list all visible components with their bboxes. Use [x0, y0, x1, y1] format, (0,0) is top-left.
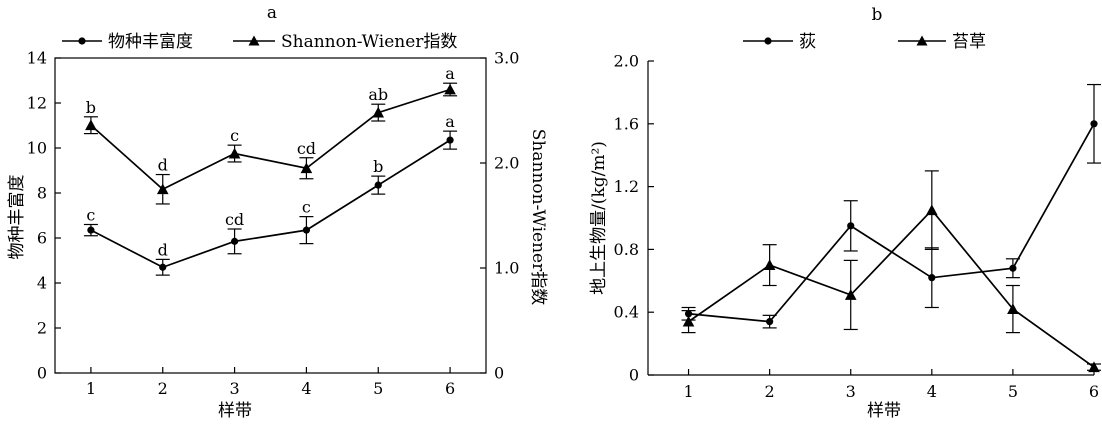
panel-b-label: b	[872, 5, 883, 25]
b-y-tick-label-1: 0.4	[614, 303, 639, 322]
point-di-5	[1009, 264, 1017, 272]
point-richness-1	[87, 226, 95, 234]
left-y-tick-label-4: 8	[37, 184, 47, 203]
left-y-tick-label-3: 6	[37, 229, 47, 248]
series-line-shannon	[90, 88, 451, 191]
left-y-tick-label-5: 10	[27, 139, 47, 158]
right-y-tick-label-3: 3.0	[494, 49, 519, 68]
sig-letter-richness-1: c	[86, 206, 95, 225]
series-line-di	[688, 123, 1095, 323]
b-x-tick-label-3: 4	[927, 382, 937, 401]
sig-letter-shannon-1: b	[86, 98, 96, 117]
b-x-tick-label-0: 1	[683, 382, 693, 401]
legend-marker-taicao	[916, 35, 928, 46]
series-line-taicao	[688, 208, 1095, 368]
point-di-2	[766, 318, 774, 326]
b-x-tick-label-5: 6	[1089, 382, 1099, 401]
series-line-richness	[90, 139, 451, 269]
sig-letter-shannon-2: d	[158, 156, 168, 175]
point-shannon-5	[372, 106, 385, 118]
x-tick-label-0: 1	[86, 379, 96, 398]
sig-letter-shannon-5: ab	[368, 85, 388, 104]
x-tick-label-1: 2	[158, 379, 168, 398]
b-y-tick-label-0: 0	[629, 366, 639, 385]
legend-marker-shannon	[248, 35, 260, 46]
sig-letter-richness-5: b	[373, 157, 383, 176]
point-shannon-2	[156, 183, 169, 195]
point-di-4	[928, 274, 936, 282]
x-tick-label-4: 5	[373, 379, 383, 398]
right-y-tick-label-1: 1.0	[494, 259, 519, 278]
b-x-tick-label-1: 2	[765, 382, 775, 401]
panel-a-legend: 物种丰富度 Shannon-Wiener指数	[62, 32, 457, 52]
panel-b-y-axis-label: 地上生物量/(kg/m²)	[589, 141, 609, 295]
panel-a-right-axis-label: Shannon-Wiener指数	[528, 129, 548, 305]
point-taicao-2	[763, 259, 776, 271]
x-tick-label-3: 4	[301, 379, 311, 398]
sig-letter-richness-2: d	[158, 240, 168, 259]
left-y-tick-label-0: 0	[37, 364, 47, 383]
sig-letter-richness-6: a	[445, 112, 455, 131]
point-taicao-4	[926, 204, 938, 216]
point-richness-3	[230, 237, 239, 245]
sig-letter-richness-3: cd	[225, 210, 244, 229]
b-x-tick-label-2: 3	[846, 382, 856, 401]
b-y-tick-label-4: 1.6	[614, 114, 639, 133]
legend-label-taicao: 苔草	[952, 32, 986, 52]
point-taicao-3	[844, 289, 857, 300]
left-y-tick-label-2: 4	[37, 274, 47, 293]
point-richness-4	[302, 226, 311, 234]
right-y-tick-label-2: 2.0	[494, 154, 519, 173]
left-y-tick-label-1: 2	[37, 319, 47, 338]
sig-letter-shannon-6: a	[445, 64, 455, 83]
right-y-tick-label-0: 0	[494, 364, 504, 383]
point-richness-5	[374, 181, 382, 189]
point-shannon-3	[228, 147, 241, 159]
legend-label-di: 荻	[799, 32, 816, 52]
point-taicao-5	[1007, 303, 1019, 314]
point-shannon-1	[85, 119, 97, 131]
point-shannon-4	[300, 162, 313, 174]
legend-label-richness: 物种丰富度	[108, 32, 193, 52]
legend-label-shannon: Shannon-Wiener指数	[281, 32, 457, 52]
point-shannon-6	[444, 83, 456, 95]
panel-b: b 荻 苔草 0 0.4 0.8 1.2 1.6 2.0 1 2 3 4 5 6 样带 地上生物量/(…	[589, 5, 1101, 421]
b-y-tick-label-3: 1.2	[614, 177, 639, 196]
point-di-6	[1090, 120, 1098, 128]
point-taicao-1	[682, 315, 695, 327]
panel-a-frame	[54, 57, 487, 374]
left-y-tick-label-7: 14	[27, 49, 47, 68]
sig-letter-shannon-3: c	[230, 126, 239, 145]
point-richness-6	[446, 136, 454, 144]
legend-marker-richness	[78, 37, 86, 45]
sig-letter-richness-4: c	[302, 198, 311, 217]
panel-b-axes: 0 0.4 0.8 1.2 1.6 2.0 1 2 3 4 5 6	[614, 52, 1100, 402]
panel-b-legend: 荻 苔草	[743, 32, 986, 52]
b-y-tick-label-2: 0.8	[614, 240, 639, 259]
b-x-tick-label-4: 5	[1008, 382, 1018, 401]
point-richness-2	[159, 263, 167, 271]
point-taicao-6	[1088, 361, 1100, 373]
x-tick-label-2: 3	[229, 379, 239, 398]
x-tick-label-5: 6	[445, 379, 455, 398]
panel-b-plot	[681, 83, 1101, 373]
panel-a-label: a	[267, 3, 277, 23]
sig-letter-shannon-4: cd	[297, 139, 316, 158]
legend-marker-di	[764, 37, 772, 45]
panel-a-x-axis-label: 样带	[218, 401, 252, 421]
panel-a: a 物种丰富度 Shannon-Wiener指数 0246810121401.0…	[7, 3, 548, 421]
b-y-tick-label-5: 2.0	[614, 52, 639, 71]
panel-b-x-axis-label: 样带	[867, 401, 901, 421]
point-di-3	[847, 222, 855, 230]
left-y-tick-label-6: 12	[27, 94, 47, 113]
panel-a-left-axis-label: 物种丰富度	[7, 175, 27, 260]
